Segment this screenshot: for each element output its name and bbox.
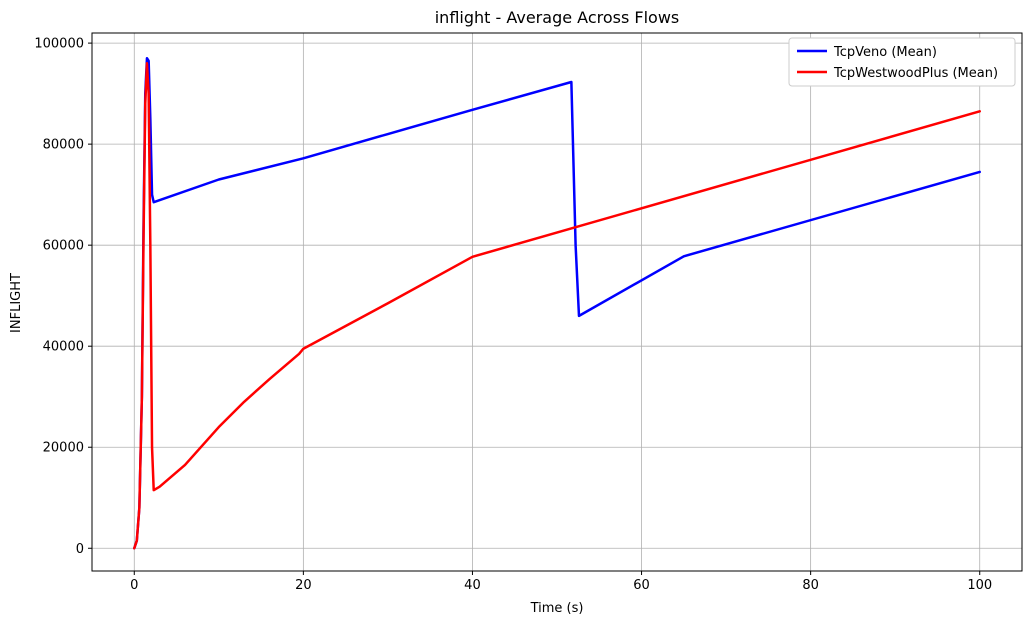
series-line-tcpwestwoodplus (133, 62, 981, 550)
legend: TcpVeno (Mean) TcpWestwoodPlus (Mean) (788, 37, 1016, 87)
grid-lines (92, 33, 1022, 571)
y-tick-label: 60000 (43, 239, 84, 254)
legend-label-tcpveno: TcpVeno (Mean) (833, 45, 937, 60)
x-tick-label: 20 (295, 578, 312, 593)
x-tick-label: 40 (464, 578, 481, 593)
x-axis-ticks: 0 20 40 60 80 100 (130, 571, 992, 593)
plot-frame (91, 32, 1023, 572)
chart-title: inflight - Average Across Flows (435, 8, 680, 27)
y-tick-label: 0 (76, 542, 84, 557)
x-tick-label: 80 (802, 578, 819, 593)
x-tick-label: 0 (130, 578, 138, 593)
legend-label-tcpwestwoodplus: TcpWestwoodPlus (Mean) (833, 66, 998, 81)
y-tick-label: 80000 (43, 138, 84, 153)
y-axis-ticks: 0 20000 40000 60000 80000 100000 (34, 37, 92, 557)
x-axis-label: Time (s) (530, 601, 584, 616)
legend-box (788, 37, 1016, 87)
y-tick-label: 20000 (43, 441, 84, 456)
series-layer (133, 57, 981, 550)
x-tick-label: 100 (967, 578, 992, 593)
y-tick-label: 40000 (43, 340, 84, 355)
y-tick-label: 100000 (34, 37, 84, 52)
x-tick-label: 60 (633, 578, 650, 593)
y-axis-label: INFLIGHT (9, 273, 24, 333)
